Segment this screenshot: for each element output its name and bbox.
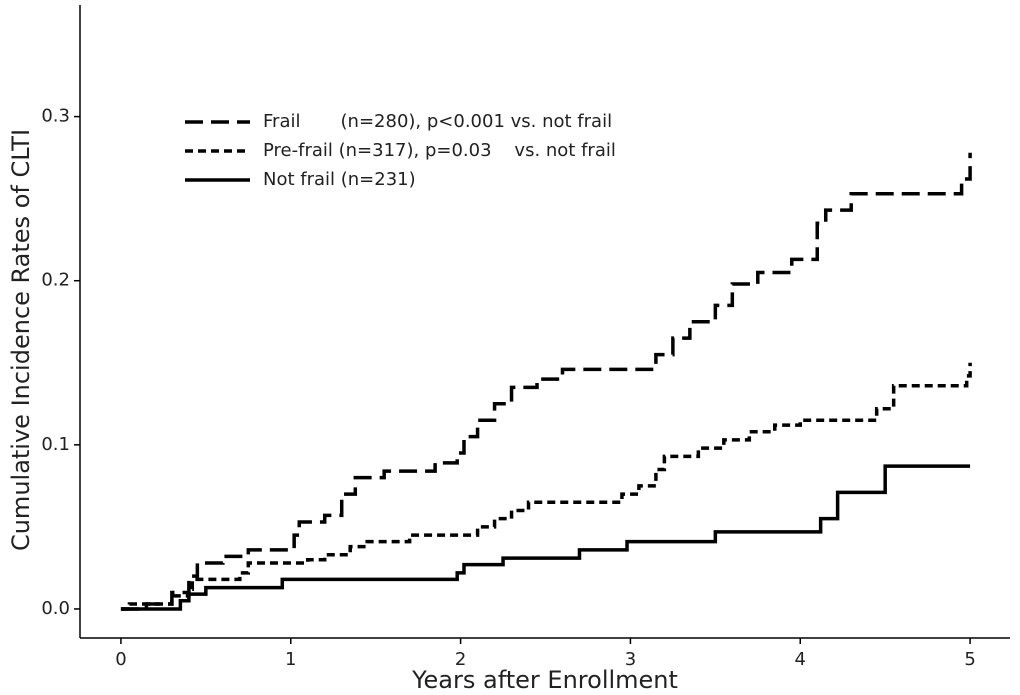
step-line	[120, 362, 972, 611]
x-tick-label: 2	[455, 649, 466, 670]
step-line	[120, 464, 971, 611]
y-tick-label: 0.0	[41, 598, 70, 619]
legend-label: Pre-frail (n=317), p=0.03 vs. not frail	[263, 140, 616, 161]
x-tick-label: 4	[795, 649, 806, 670]
y-tick-label: 0.3	[41, 106, 70, 127]
step-line	[120, 152, 972, 611]
legend-label: Not frail (n=231)	[263, 169, 416, 190]
x-tick-label: 3	[625, 649, 636, 670]
x-tick-label: 0	[115, 649, 126, 670]
y-tick-label: 0.1	[41, 434, 70, 455]
x-tick-label: 1	[285, 649, 296, 670]
x-axis-title: Years after Enrollment	[411, 666, 678, 694]
y-tick-label: 0.2	[41, 270, 70, 291]
y-axis-title: Cumulative Incidence Rates of CLTI	[7, 129, 35, 551]
x-tick-label: 5	[964, 649, 975, 670]
legend-label: Frail (n=280), p<0.001 vs. not frail	[263, 111, 612, 132]
